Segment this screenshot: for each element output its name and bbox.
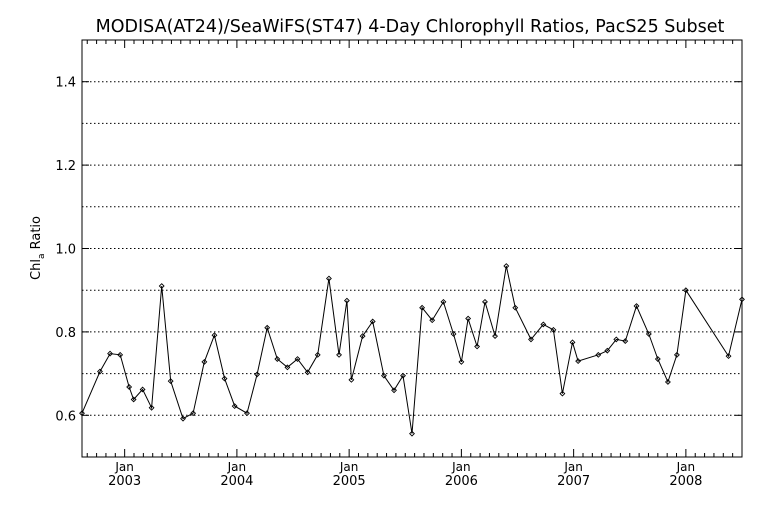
x-axis: Jan2003Jan2004Jan2005Jan2006Jan2007Jan20… <box>86 40 743 489</box>
data-point <box>633 303 640 309</box>
x-tick-month-label: Jan <box>339 460 359 474</box>
series-line <box>81 265 743 434</box>
data-point <box>381 372 387 379</box>
x-tick-month-label: Jan <box>451 460 471 474</box>
data-point <box>409 430 415 437</box>
data-point <box>284 364 291 371</box>
data-point <box>465 315 472 322</box>
data-point <box>645 331 652 337</box>
data-point <box>482 298 488 305</box>
data-point <box>158 283 165 289</box>
data-point <box>450 331 457 337</box>
y-axis-label-rest: Ratio <box>29 216 44 254</box>
data-point <box>391 387 397 394</box>
data-point <box>126 384 133 390</box>
data-point <box>79 410 85 417</box>
data-point <box>274 356 281 362</box>
data-point <box>117 351 124 358</box>
grid-lines <box>82 81 742 416</box>
data-point <box>440 298 447 305</box>
data-point <box>503 263 510 269</box>
data-point <box>622 338 629 345</box>
data-point <box>512 304 519 311</box>
data-point <box>97 368 103 375</box>
data-point <box>107 350 113 357</box>
y-tick-label: 1.0 <box>55 243 76 258</box>
data-point <box>528 336 534 343</box>
y-tick-label: 1.2 <box>55 159 76 174</box>
x-tick-month-label: Jan <box>114 460 134 474</box>
data-point <box>458 358 465 365</box>
x-tick-year-label: 2005 <box>333 474 366 489</box>
x-tick-year-label: 2006 <box>445 474 478 489</box>
x-tick-year-label: 2004 <box>220 474 253 489</box>
data-point <box>244 410 250 417</box>
x-tick-month-label: Jan <box>563 460 583 474</box>
data-point <box>231 403 238 410</box>
data-point <box>148 404 155 411</box>
data-point <box>604 347 611 354</box>
data-point <box>314 351 321 358</box>
data-point <box>326 275 332 282</box>
data-point <box>569 339 576 346</box>
y-axis: 0.6 0.8 1.0 1.2 1.4 <box>55 76 742 424</box>
x-tick-year-label: 2007 <box>557 474 590 489</box>
x-tick-month-label: Jan <box>676 460 696 474</box>
data-point <box>595 351 602 358</box>
data-point <box>739 296 745 303</box>
y-axis-label: Chla Ratio <box>29 216 47 280</box>
data-point <box>304 369 311 376</box>
data-point <box>725 353 732 360</box>
y-tick-label: 0.6 <box>55 409 76 424</box>
y-axis-label-subscript: a <box>37 254 47 260</box>
data-point <box>550 326 557 333</box>
data-point <box>201 358 208 365</box>
x-tick-year-label: 2003 <box>108 474 141 489</box>
data-point <box>682 287 689 294</box>
data-point <box>429 317 436 324</box>
data-point <box>664 379 671 385</box>
data-point <box>348 376 355 383</box>
data-point <box>254 371 261 378</box>
data-point <box>654 356 661 362</box>
data-point <box>540 321 547 328</box>
data-point <box>180 415 186 422</box>
data-point <box>294 356 301 362</box>
data-point <box>474 343 481 350</box>
data-point <box>359 333 366 340</box>
data-point <box>419 304 426 311</box>
chart-title: MODISA(AT24)/SeaWiFS(ST47) 4-Day Chlorop… <box>96 17 725 37</box>
data-point <box>190 410 197 417</box>
data-point <box>264 324 271 331</box>
y-tick-label: 1.4 <box>55 76 76 91</box>
data-series <box>79 263 745 437</box>
data-point <box>673 351 680 358</box>
data-point <box>221 375 228 382</box>
data-point <box>130 396 137 403</box>
data-point <box>400 372 406 379</box>
x-tick-year-label: 2008 <box>669 474 702 489</box>
x-tick-month-label: Jan <box>227 460 247 474</box>
data-point <box>336 351 342 358</box>
data-point <box>575 358 582 365</box>
data-point <box>613 336 620 343</box>
y-axis-label-main: Chl <box>29 259 44 280</box>
data-point <box>559 390 566 397</box>
y-tick-label: 0.8 <box>55 326 76 341</box>
data-point <box>139 386 146 393</box>
data-point <box>167 378 174 385</box>
data-point <box>211 332 218 339</box>
data-point <box>369 318 376 325</box>
data-point <box>343 297 350 304</box>
data-point <box>492 333 498 340</box>
